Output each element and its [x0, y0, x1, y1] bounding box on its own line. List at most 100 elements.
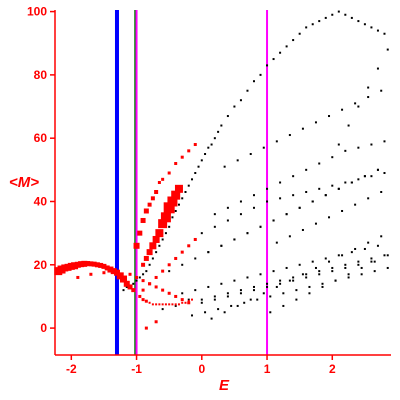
red-marker	[167, 291, 171, 295]
black-point	[266, 187, 269, 190]
black-point	[328, 216, 331, 219]
black-point	[246, 89, 249, 92]
black-point	[383, 172, 386, 175]
black-point	[279, 279, 282, 282]
black-point	[331, 270, 334, 273]
black-point	[376, 168, 379, 171]
black-point	[354, 203, 357, 206]
black-point	[246, 232, 249, 235]
red-marker	[135, 275, 139, 279]
red-marker	[180, 298, 184, 302]
red-marker	[154, 275, 158, 279]
black-point	[279, 282, 282, 285]
axes	[54, 10, 391, 356]
black-point	[344, 263, 347, 266]
black-point	[187, 184, 190, 187]
red-marker	[158, 219, 168, 229]
black-point	[236, 304, 239, 307]
red-marker	[137, 230, 143, 236]
black-point	[259, 73, 262, 76]
red-marker	[123, 280, 130, 287]
black-point	[311, 260, 314, 263]
black-point	[360, 273, 363, 276]
red-marker	[193, 143, 197, 147]
red-marker	[177, 303, 180, 306]
black-point	[357, 178, 360, 181]
black-point	[266, 200, 269, 203]
red-marker	[180, 155, 184, 159]
red-marker	[174, 294, 178, 298]
black-point	[386, 266, 389, 269]
black-point	[155, 251, 158, 254]
red-marker	[174, 303, 177, 306]
black-point	[213, 298, 216, 301]
black-point	[331, 184, 334, 187]
black-point	[210, 317, 213, 320]
red-marker-series	[54, 143, 197, 330]
black-point	[174, 304, 177, 307]
black-point	[341, 209, 344, 212]
black-point	[311, 200, 314, 203]
black-point	[318, 162, 321, 165]
red-marker	[85, 261, 91, 267]
black-point	[308, 285, 311, 288]
black-point	[363, 175, 366, 178]
black-point	[321, 282, 324, 285]
black-point	[285, 213, 288, 216]
black-point	[262, 292, 265, 295]
red-marker	[163, 202, 175, 214]
y-axis-title: <M>	[9, 174, 39, 191]
red-marker	[167, 196, 178, 207]
black-point	[164, 232, 167, 235]
black-point	[376, 29, 379, 32]
black-point	[305, 190, 308, 193]
black-point	[223, 165, 226, 168]
red-marker	[174, 184, 183, 193]
red-marker	[128, 272, 132, 276]
black-point	[305, 26, 308, 29]
black-point	[252, 206, 255, 209]
black-point	[262, 146, 265, 149]
black-point	[200, 298, 203, 301]
black-point	[298, 206, 301, 209]
black-point	[314, 121, 317, 124]
black-point	[298, 32, 301, 35]
red-marker	[161, 288, 165, 292]
black-point	[314, 266, 317, 269]
black-point	[360, 266, 363, 269]
red-marker	[180, 250, 184, 254]
black-point	[376, 244, 379, 247]
black-point	[292, 39, 295, 42]
x-tick-label: -2	[66, 362, 77, 376]
black-point	[305, 168, 308, 171]
black-point	[301, 127, 304, 130]
black-point	[246, 276, 249, 279]
black-point	[301, 273, 304, 276]
red-marker	[133, 242, 140, 249]
black-point	[200, 159, 203, 162]
red-marker	[143, 255, 149, 261]
red-marker	[101, 263, 107, 269]
black-point	[161, 308, 164, 311]
black-point	[233, 279, 236, 282]
red-marker	[187, 300, 190, 303]
black-point	[282, 292, 285, 295]
black-point	[138, 276, 141, 279]
black-point	[181, 197, 184, 200]
black-point	[331, 156, 334, 159]
black-point	[311, 23, 314, 26]
red-marker	[71, 262, 79, 270]
black-point	[318, 187, 321, 190]
black-point	[383, 140, 386, 143]
black-point	[305, 273, 308, 276]
red-marker	[171, 303, 174, 306]
red-marker	[154, 320, 158, 324]
black-point	[367, 197, 370, 200]
black-point	[256, 298, 259, 301]
black-point	[213, 137, 216, 140]
black-point	[272, 219, 275, 222]
black-point	[177, 203, 180, 206]
black-point	[226, 206, 229, 209]
black-point	[324, 194, 327, 197]
x-tick-label: 0	[198, 362, 205, 376]
